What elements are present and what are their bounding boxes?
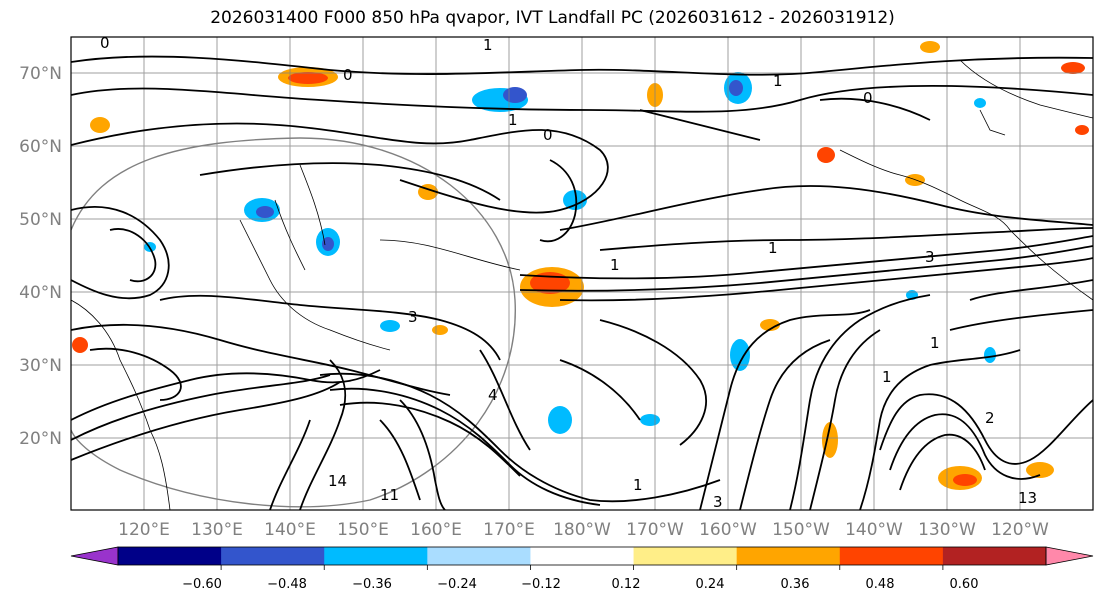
contour-label: 3 — [713, 493, 723, 511]
lon-label: 120°W — [991, 520, 1049, 540]
contour-label: 4 — [488, 386, 498, 404]
contour-label: 1 — [882, 368, 892, 386]
contour-label: 13 — [1018, 489, 1037, 507]
contour-label: 1 — [633, 476, 643, 494]
contour-label: 2 — [985, 409, 995, 427]
colorbar-extend-min — [70, 546, 119, 566]
contour-label: 14 — [328, 472, 347, 490]
contour-label: 1 — [773, 72, 783, 90]
lon-label: 140°E — [264, 520, 316, 540]
colorbar-outline — [117, 546, 1047, 566]
colorbar-tick-label: −0.36 — [352, 577, 392, 592]
contour-lines — [71, 55, 1093, 510]
contour-label: 1 — [768, 239, 778, 257]
colorbar-segment — [118, 547, 222, 565]
contour-label: 0 — [100, 34, 110, 52]
range-circle — [71, 137, 516, 508]
contour-label: 11 — [380, 486, 399, 504]
colorbar-tick-label: 0.36 — [781, 577, 810, 592]
lon-label: 140°W — [845, 520, 903, 540]
colorbar-tick-label: −0.12 — [521, 577, 561, 592]
colorbar-tick-label: 0.48 — [866, 577, 895, 592]
lon-label: 130°E — [191, 520, 243, 540]
lat-label: 40°N — [19, 283, 62, 303]
colorbar-segment — [221, 547, 325, 565]
lon-label: 150°E — [337, 520, 389, 540]
contour-label: 3 — [925, 248, 935, 266]
colorbar-segment — [736, 547, 841, 565]
contour-label: 0 — [863, 89, 873, 107]
lon-label: 170°W — [626, 520, 684, 540]
map-panel: 0 1 0 1 1 0 1 0 3 1 4 1 3 14 11 3 13 2 1… — [71, 34, 1093, 511]
colorbar: −0.60 −0.48 −0.36 −0.24 −0.12 0.12 0.24 … — [70, 546, 1094, 592]
lon-label: 180°W — [553, 520, 611, 540]
lat-label: 70°N — [19, 64, 62, 84]
map-frame — [70, 36, 1094, 511]
map-title: 2026031400 F000 850 hPa qvapor, IVT Land… — [210, 8, 895, 28]
lon-label: 160°W — [699, 520, 757, 540]
contour-label: 0 — [343, 66, 353, 84]
coastlines — [71, 59, 1093, 510]
graticule — [71, 37, 1093, 510]
contour-label: 1 — [483, 36, 493, 54]
colorbar-segment — [633, 547, 738, 565]
colorbar-tick-label: 0.60 — [950, 577, 979, 592]
colorbar-tick-label: −0.24 — [437, 577, 477, 592]
colorbar-segment — [427, 547, 531, 565]
colorbar-tick-label: −0.48 — [267, 577, 307, 592]
contour-label-group: 0 1 0 1 1 0 1 0 3 1 4 1 3 14 11 3 13 2 1… — [100, 34, 1037, 511]
anomaly-fills — [72, 41, 1089, 490]
colorbar-segment — [324, 547, 428, 565]
lat-label: 30°N — [19, 356, 62, 376]
lat-label: 50°N — [19, 210, 62, 230]
colorbar-extend-max — [1045, 546, 1094, 566]
colorbar-segment — [530, 547, 635, 565]
lon-label: 120°E — [118, 520, 170, 540]
contour-label: 1 — [930, 334, 940, 352]
lat-label: 20°N — [19, 429, 62, 449]
colorbar-tick-label: 0.24 — [696, 577, 725, 592]
colorbar-segment — [839, 547, 944, 565]
colorbar-tick-label: −0.60 — [182, 577, 222, 592]
contour-label: 3 — [408, 308, 418, 326]
lon-label: 170°E — [483, 520, 535, 540]
longitude-labels: 120°E 130°E 140°E 150°E 160°E 170°E 180°… — [118, 520, 1049, 540]
lat-label: 60°N — [19, 137, 62, 157]
latitude-labels: 70°N 60°N 50°N 40°N 30°N 20°N — [19, 64, 62, 449]
colorbar-segments — [70, 546, 1094, 570]
lon-label: 160°E — [410, 520, 462, 540]
contour-label: 1 — [508, 111, 518, 129]
colorbar-tick-label: 0.12 — [612, 577, 641, 592]
colorbar-tick-labels: −0.60 −0.48 −0.36 −0.24 −0.12 0.12 0.24 … — [182, 577, 978, 592]
contour-label: 0 — [543, 126, 553, 144]
lon-label: 150°W — [772, 520, 830, 540]
lon-label: 130°W — [918, 520, 976, 540]
contour-label: 1 — [610, 256, 620, 274]
colorbar-segment — [942, 547, 1047, 565]
